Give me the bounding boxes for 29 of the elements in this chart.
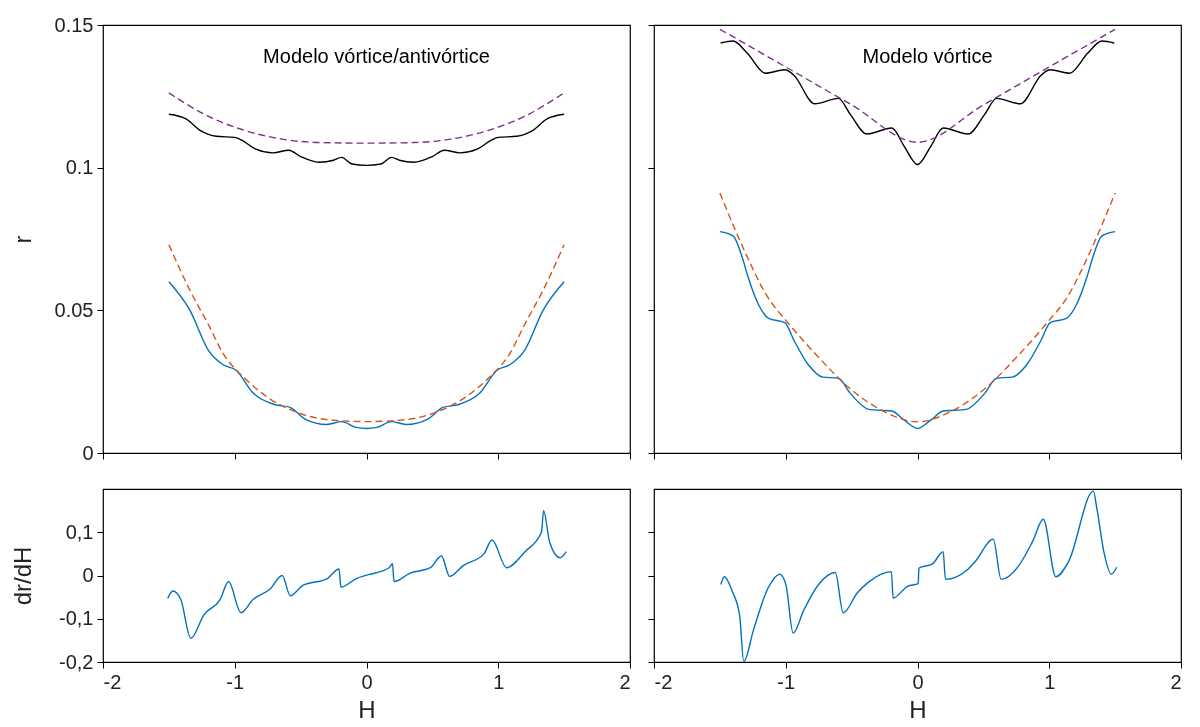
x-tick-label: -2 xyxy=(654,670,673,693)
text: Modelo vórtice xyxy=(862,45,993,67)
line-series xyxy=(166,509,567,639)
x-tick-label: 1 xyxy=(1044,670,1056,693)
text: Modelo vórtice/antivórtice xyxy=(263,45,490,67)
x-tick-label: 2 xyxy=(1170,670,1182,693)
y-tick-label: 0,1 xyxy=(65,520,94,543)
x-tick-label: 2 xyxy=(619,670,631,693)
x-axis-title: H xyxy=(909,695,927,723)
y-axis-title: r xyxy=(8,235,36,244)
y-tick-label: 0 xyxy=(82,564,94,586)
line-series xyxy=(168,92,565,144)
x-tick-label: 0 xyxy=(912,670,924,693)
x-axis-title: H xyxy=(358,695,376,723)
x-tick-label: -2 xyxy=(103,670,122,693)
x-tick-label: -1 xyxy=(777,670,796,693)
y-tick-label: 0.1 xyxy=(65,156,94,179)
y-tick-label: 0.15 xyxy=(54,13,94,36)
y-tick-label: -0,1 xyxy=(59,607,94,630)
y-tick-label: 0.05 xyxy=(54,298,94,321)
line-series xyxy=(168,244,565,423)
x-tick-label: -1 xyxy=(226,670,245,693)
y-axis-title: dr/dH xyxy=(8,546,36,606)
x-tick-label: 0 xyxy=(361,670,373,693)
line-series xyxy=(168,113,565,167)
y-tick-label: 0 xyxy=(82,441,94,464)
x-tick-label: 1 xyxy=(493,670,505,693)
line-series xyxy=(168,281,565,430)
y-tick-label: -0,2 xyxy=(59,650,94,673)
